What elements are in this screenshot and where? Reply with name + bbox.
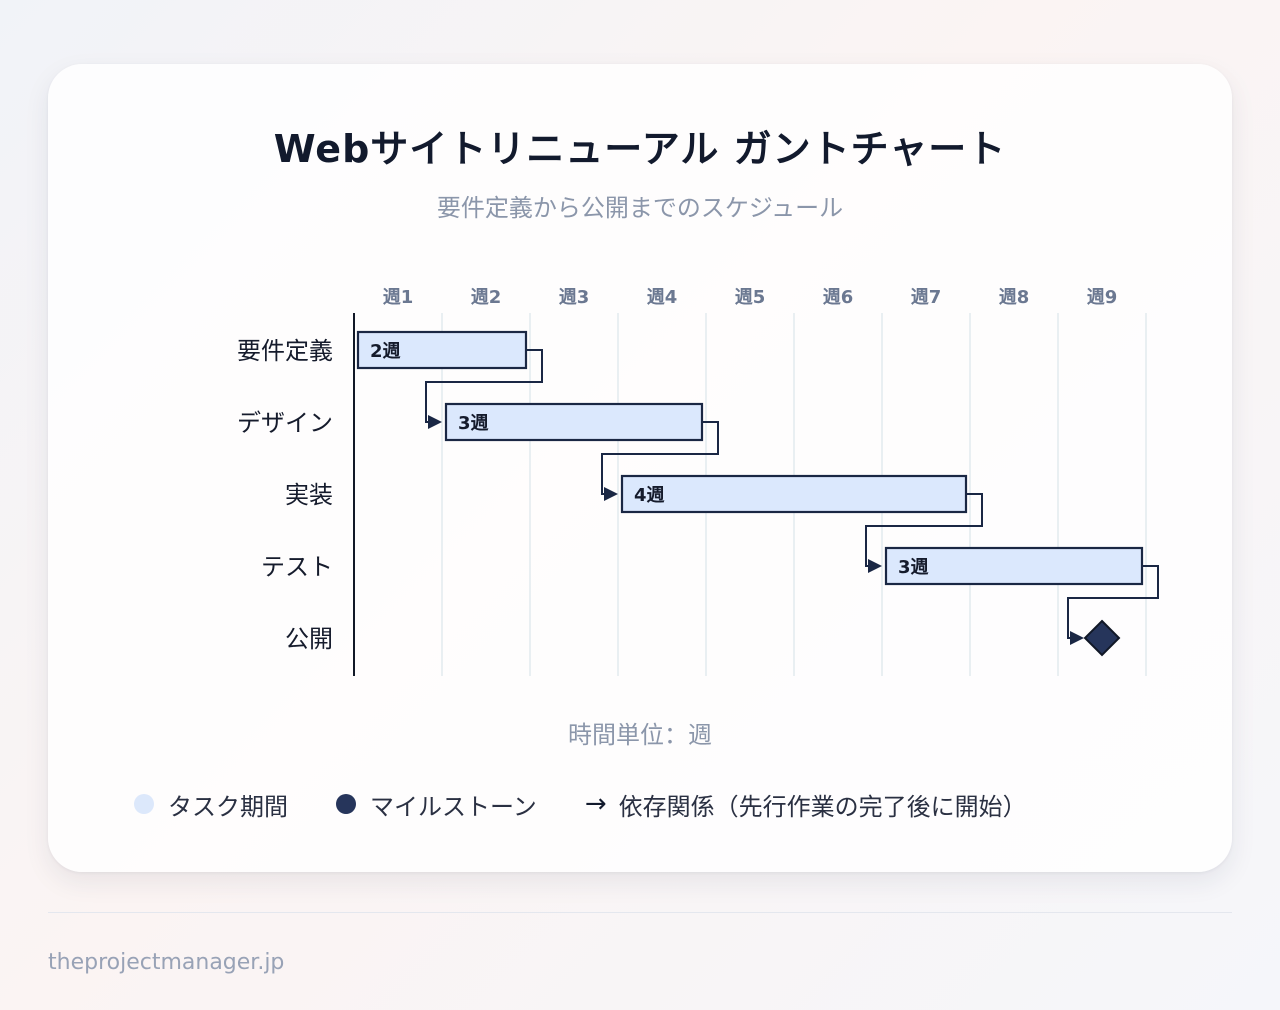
task-name-label: 要件定義	[237, 337, 333, 365]
week-tick-label: 週2	[471, 287, 502, 308]
week-tick-label: 週9	[1087, 287, 1118, 308]
legend-task: タスク期間	[134, 787, 288, 822]
time-unit-label: 時間単位：週	[568, 721, 712, 749]
week-tick-label: 週1	[383, 287, 414, 308]
legend-milestone-label: マイルストーン	[370, 792, 537, 821]
dependency-arrowhead	[868, 559, 882, 573]
task-name-label: デザイン	[237, 409, 333, 437]
task-bar	[884, 546, 1144, 586]
milestone-diamond	[1083, 619, 1121, 657]
dependency-connector	[601, 421, 719, 495]
footer-source: theprojectmanager.jp	[48, 950, 285, 975]
task-name-label: 公開	[285, 625, 333, 653]
dependency-arrowhead	[604, 487, 618, 501]
legend-dependency: → 依存関係（先行作業の完了後に開始）	[585, 787, 1027, 822]
week-tick-label: 週8	[999, 287, 1030, 308]
task-bar	[356, 330, 528, 370]
week-tick-label: 週7	[911, 287, 942, 308]
task-name-label: 実装	[285, 481, 333, 509]
week-tick-label: 週4	[647, 287, 678, 308]
chart-title: Webサイトリニューアル ガントチャート	[273, 127, 1007, 171]
legend-dependency-label: 依存関係（先行作業の完了後に開始）	[618, 792, 1027, 821]
task-duration-label: 4週	[634, 485, 665, 506]
footer-divider	[48, 912, 1232, 913]
dependency-connector	[865, 493, 983, 567]
chart-card	[48, 64, 1232, 872]
arrow-right-icon: →	[584, 789, 607, 819]
week-tick-label: 週5	[735, 287, 766, 308]
chart-subtitle: 要件定義から公開までのスケジュール	[436, 194, 844, 222]
task-duration-label: 3週	[898, 557, 929, 578]
task-duration-label: 2週	[370, 341, 401, 362]
legend-task-dot	[134, 794, 154, 814]
legend: タスク期間 マイルストーン → 依存関係（先行作業の完了後に開始）	[134, 784, 1075, 824]
legend-milestone-dot	[336, 794, 356, 814]
dependency-arrowhead	[1070, 631, 1084, 645]
week-tick-label: 週6	[823, 287, 854, 308]
task-bar	[444, 402, 704, 442]
dependency-connector	[1067, 565, 1159, 639]
week-tick-label: 週3	[559, 287, 590, 308]
dependency-connector	[425, 349, 543, 423]
task-bar	[620, 474, 968, 514]
dependency-arrowhead	[428, 415, 442, 429]
task-name-label: テスト	[261, 553, 333, 581]
legend-task-label: タスク期間	[168, 792, 288, 821]
task-duration-label: 3週	[458, 413, 489, 434]
legend-milestone: マイルストーン	[336, 787, 537, 822]
